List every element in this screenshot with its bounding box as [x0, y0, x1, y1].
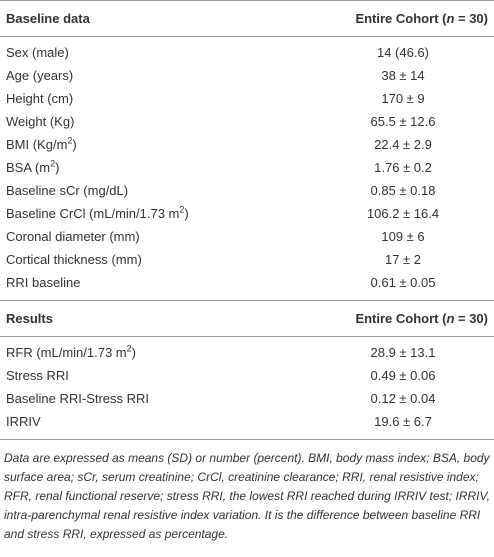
row-label: BMI (Kg/m2)	[0, 133, 312, 156]
row-value: 17 ± 2	[384, 252, 422, 267]
header-label: Baseline data	[0, 0, 312, 37]
superscript: 2	[50, 158, 56, 169]
data-row: Weight (Kg) 65.5 ± 12.6	[0, 110, 494, 133]
text: Entire Cohort (	[355, 311, 447, 326]
row-label: BSA (m2)	[0, 156, 312, 179]
superscript: 2	[67, 135, 73, 146]
data-row: Coronal diameter (mm) 109 ± 6	[0, 225, 494, 248]
row-value: 0.49 ± 0.06	[370, 368, 436, 383]
text: )	[184, 206, 189, 221]
row-label: Height (cm)	[6, 91, 74, 106]
data-row: Age (years) 38 ± 14	[0, 64, 494, 87]
row-label: RRI baseline	[6, 275, 81, 290]
text: = 30)	[454, 311, 488, 326]
row-label: Weight (Kg)	[6, 114, 75, 129]
row-value: 170 ± 9	[381, 91, 425, 106]
text: BMI (Kg/m	[6, 137, 68, 152]
superscript: 2	[126, 343, 132, 354]
header-value: Entire Cohort (n = 30)	[312, 0, 494, 37]
row-value: 19.6 ± 6.7	[374, 414, 432, 429]
data-row: RRI baseline 0.61 ± 0.05	[0, 271, 494, 301]
row-value: 109 ± 6	[381, 229, 425, 244]
row-value: 38 ± 14	[381, 68, 425, 83]
data-row: BMI (Kg/m2) 22.4 ± 2.9	[0, 133, 494, 156]
data-row: BSA (m2) 1.76 ± 0.2	[0, 156, 494, 179]
text: )	[131, 345, 136, 360]
footnote: Data are expressed as means (SD) or numb…	[0, 439, 494, 544]
row-label: Baseline sCr (mg/dL)	[6, 183, 129, 198]
header-label: Results	[0, 300, 312, 337]
data-table: Baseline data Entire Cohort (n = 30) Sex (…	[0, 0, 494, 439]
row-value: 65.5 ± 12.6	[370, 114, 436, 129]
row-label: Baseline CrCl (mL/min/1.73 m2)	[0, 202, 312, 225]
row-value: 28.9 ± 13.1	[370, 345, 436, 360]
row-label: Coronal diameter (mm)	[6, 229, 140, 244]
row-label: Age (years)	[6, 68, 74, 83]
text: = 30)	[454, 11, 488, 26]
data-row: Cortical thickness (mm) 17 ± 2	[0, 248, 494, 271]
row-value: 1.76 ± 0.2	[374, 160, 432, 175]
page: Baseline data Entire Cohort (n = 30) Sex (…	[0, 0, 494, 544]
data-row: Baseline sCr (mg/dL) 0.85 ± 0.18	[0, 179, 494, 202]
italic-text: n	[446, 311, 455, 326]
data-row: IRRIV 19.6 ± 6.7	[0, 410, 494, 439]
row-value: 14 (46.6)	[376, 45, 430, 60]
header-row: Results Entire Cohort (n = 30)	[0, 300, 494, 337]
data-row: Stress RRI 0.49 ± 0.06	[0, 364, 494, 387]
text: )	[72, 137, 77, 152]
data-row: Baseline RRI-Stress RRI 0.12 ± 0.04	[0, 387, 494, 410]
superscript: 2	[179, 204, 185, 215]
row-value: 0.85 ± 0.18	[370, 183, 436, 198]
row-label: Cortical thickness (mm)	[6, 252, 142, 267]
header-value: Entire Cohort (n = 30)	[312, 300, 494, 337]
row-label: Sex (male)	[6, 45, 69, 60]
text: RFR (mL/min/1.73 m	[6, 345, 127, 360]
row-value: 0.12 ± 0.04	[370, 391, 436, 406]
text: BSA (m	[6, 160, 51, 175]
row-label: Stress RRI	[6, 368, 69, 383]
text: Baseline CrCl (mL/min/1.73 m	[6, 206, 180, 221]
row-value: 0.61 ± 0.05	[370, 275, 436, 290]
row-value: 22.4 ± 2.9	[374, 137, 432, 152]
row-label: IRRIV	[6, 414, 41, 429]
header-row: Baseline data Entire Cohort (n = 30)	[0, 0, 494, 37]
data-row: Baseline CrCl (mL/min/1.73 m2) 106.2 ± 16…	[0, 202, 494, 225]
data-row: Sex (male) 14 (46.6)	[0, 37, 494, 65]
text: )	[55, 160, 60, 175]
row-label: RFR (mL/min/1.73 m2)	[0, 337, 312, 365]
text: Entire Cohort (	[355, 11, 447, 26]
data-row: Height (cm) 170 ± 9	[0, 87, 494, 110]
italic-text: n	[446, 11, 455, 26]
row-value: 106.2 ± 16.4	[366, 206, 440, 221]
data-row: RFR (mL/min/1.73 m2) 28.9 ± 13.1	[0, 337, 494, 365]
row-label: Baseline RRI-Stress RRI	[6, 391, 150, 406]
